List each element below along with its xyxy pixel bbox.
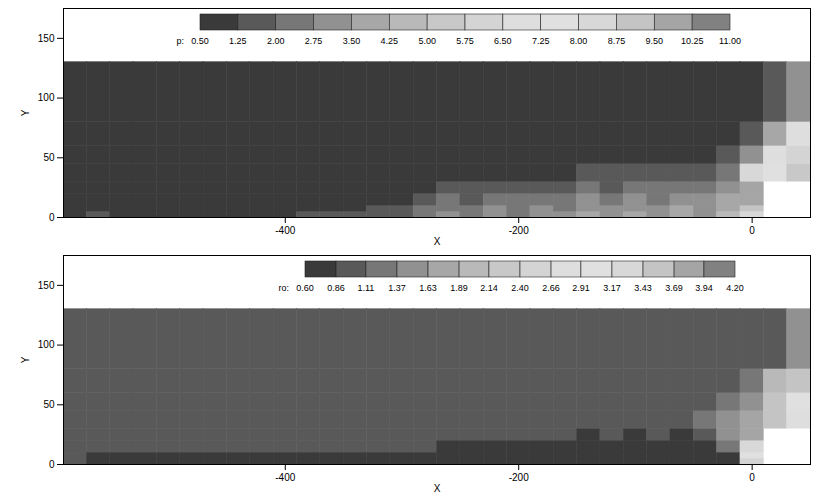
svg-text:-400: -400 (275, 225, 295, 236)
svg-text:1.25: 1.25 (229, 36, 247, 46)
svg-text:1.37: 1.37 (388, 283, 406, 293)
svg-text:11.00: 11.00 (719, 36, 741, 46)
svg-text:0.86: 0.86 (327, 283, 345, 293)
svg-text:100: 100 (38, 92, 55, 103)
svg-text:4.20: 4.20 (726, 283, 744, 293)
svg-text:2.00: 2.00 (267, 36, 285, 46)
svg-text:5.75: 5.75 (456, 36, 474, 46)
svg-text:0.50: 0.50 (191, 36, 209, 46)
svg-text:2.66: 2.66 (542, 283, 560, 293)
svg-text:2.91: 2.91 (572, 283, 590, 293)
svg-text:ro:: ro: (278, 283, 289, 293)
svg-text:4.25: 4.25 (381, 36, 399, 46)
svg-text:8.75: 8.75 (608, 36, 626, 46)
svg-text:p:: p: (176, 36, 184, 46)
svg-text:1.63: 1.63 (419, 283, 437, 293)
svg-text:0: 0 (49, 212, 55, 223)
svg-text:2.75: 2.75 (305, 36, 323, 46)
svg-text:3.94: 3.94 (695, 283, 713, 293)
svg-text:3.43: 3.43 (634, 283, 652, 293)
svg-text:-200: -200 (509, 472, 529, 483)
svg-text:-400: -400 (275, 472, 295, 483)
svg-text:6.50: 6.50 (494, 36, 512, 46)
svg-text:50: 50 (43, 152, 55, 163)
svg-text:0.60: 0.60 (296, 283, 314, 293)
svg-text:150: 150 (38, 33, 55, 44)
svg-text:0: 0 (49, 459, 55, 470)
svg-text:0: 0 (749, 472, 755, 483)
svg-text:Y: Y (20, 356, 31, 363)
svg-text:-200: -200 (509, 225, 529, 236)
svg-text:8.00: 8.00 (570, 36, 588, 46)
svg-text:X: X (434, 236, 441, 247)
svg-text:1.11: 1.11 (357, 283, 374, 293)
svg-text:3.69: 3.69 (665, 283, 683, 293)
svg-text:1.89: 1.89 (450, 283, 468, 293)
svg-text:3.50: 3.50 (343, 36, 361, 46)
svg-text:7.25: 7.25 (532, 36, 550, 46)
svg-text:X: X (434, 483, 441, 494)
svg-text:100: 100 (38, 339, 55, 350)
svg-text:0: 0 (749, 225, 755, 236)
svg-text:3.17: 3.17 (603, 283, 621, 293)
svg-text:2.14: 2.14 (480, 283, 498, 293)
svg-text:50: 50 (43, 399, 55, 410)
svg-text:5.00: 5.00 (418, 36, 436, 46)
svg-text:150: 150 (38, 280, 55, 291)
svg-text:Y: Y (20, 109, 31, 116)
svg-text:10.25: 10.25 (681, 36, 704, 46)
svg-text:2.40: 2.40 (511, 283, 529, 293)
svg-text:9.50: 9.50 (646, 36, 664, 46)
